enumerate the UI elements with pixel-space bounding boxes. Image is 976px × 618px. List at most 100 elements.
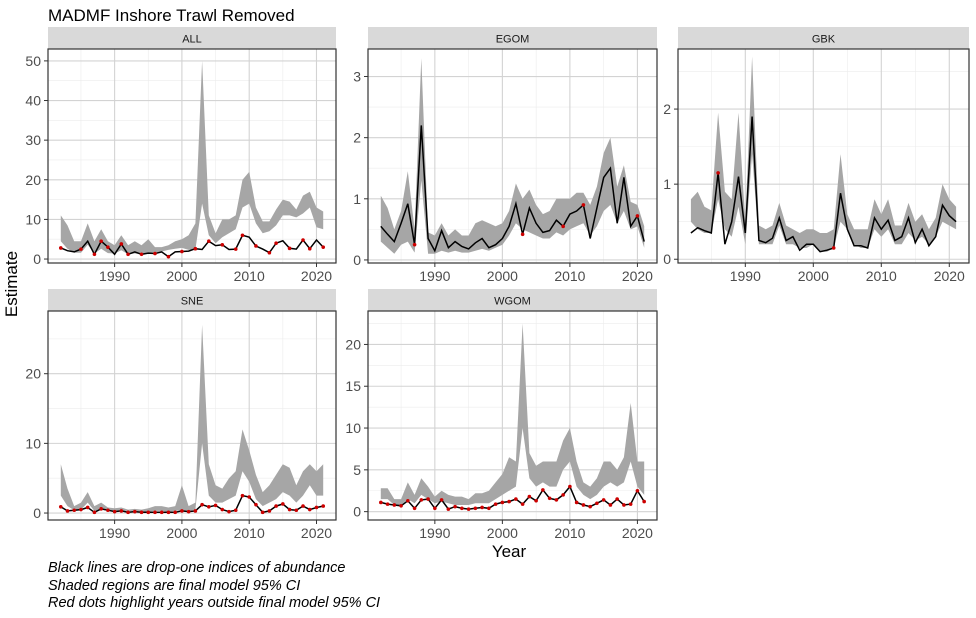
y-tick-label: 20: [25, 366, 41, 382]
outside-ci-point: [247, 495, 251, 499]
x-tick-label: 2010: [234, 268, 265, 284]
outside-ci-point: [126, 510, 130, 515]
outside-ci-point: [321, 245, 326, 249]
outside-ci-point: [831, 246, 836, 250]
outside-ci-point: [227, 509, 231, 514]
outside-ci-point: [72, 508, 77, 513]
y-tick-label: 2: [353, 130, 361, 146]
y-tick-label: 2: [663, 101, 671, 117]
outside-ci-point: [173, 510, 177, 515]
y-tick-label: 1: [663, 176, 671, 192]
y-tick-label: 10: [25, 211, 41, 227]
outside-ci-point: [180, 249, 184, 254]
outside-ci-point: [65, 509, 70, 513]
outside-ci-point: [466, 507, 471, 511]
panel-wgom: WGOM 0 5 10 15 20 1990 2000 2010 2020: [345, 289, 658, 541]
outside-ci-point: [254, 244, 258, 248]
ci-band: [60, 60, 324, 255]
outside-ci-point: [433, 506, 437, 511]
panel-border: [677, 48, 970, 264]
outside-ci-point: [527, 494, 532, 499]
outside-ci-point: [301, 238, 305, 242]
caption-line-3: Red dots highlight years outside final m…: [48, 595, 381, 611]
ci-band: [60, 324, 324, 512]
facet-strip: [678, 27, 969, 49]
outside-ci-point: [507, 499, 511, 504]
outside-ci-point: [385, 502, 390, 506]
outside-ci-point: [493, 502, 498, 506]
outside-ci-point: [514, 497, 518, 501]
y-tick-label: 50: [25, 53, 41, 69]
facet-strip-label: ALL: [182, 34, 202, 46]
outside-ci-point: [166, 510, 171, 515]
outside-ci-point: [608, 503, 613, 507]
panel-egom: EGOM 0 1 2 3 1990 2000 2010 2020: [353, 27, 658, 284]
panel-border: [47, 48, 337, 264]
x-tick-label: 1990: [730, 268, 761, 284]
ci-band: [380, 323, 645, 505]
outside-ci-point: [601, 498, 606, 502]
outside-ci-point: [193, 509, 198, 513]
outside-ci-point: [99, 239, 103, 244]
panel-border: [367, 48, 658, 264]
y-tick-label: 10: [25, 435, 41, 451]
outside-ci-point: [480, 505, 484, 510]
outside-ci-point: [568, 484, 572, 489]
facet-strip: [368, 27, 657, 49]
outside-ci-point: [133, 509, 137, 514]
outside-ci-point: [716, 171, 720, 175]
index-line: [60, 234, 324, 258]
x-tick-label: 2010: [866, 268, 897, 284]
outside-ci-point: [534, 498, 538, 503]
y-tick-label: 10: [345, 420, 361, 436]
outside-ci-point: [426, 497, 430, 501]
x-tick-label: 2000: [487, 525, 518, 541]
outside-ci-point: [58, 246, 63, 250]
outside-ci-point: [321, 504, 326, 508]
outside-ci-point: [301, 504, 305, 508]
outside-ci-point: [547, 496, 552, 501]
outside-ci-point: [406, 498, 410, 503]
figure-caption: Black lines are drop-one indices of abun…: [48, 560, 380, 613]
outside-ci-point: [233, 247, 238, 251]
y-tick-label: 0: [33, 251, 41, 267]
outside-ci-point: [635, 488, 640, 493]
panel-all: ALL 0 10 20 30 40 50 1990 2000 2010 2020: [25, 27, 337, 284]
outside-ci-point: [412, 506, 417, 511]
outside-ci-point: [267, 509, 272, 513]
x-tick-label: 2020: [622, 525, 653, 541]
facet-strip: [48, 289, 336, 311]
x-tick-label: 2010: [554, 525, 585, 541]
outside-ci-point: [541, 488, 545, 492]
outside-ci-point: [146, 510, 151, 515]
outside-ci-point: [58, 504, 63, 509]
outside-ci-point: [554, 498, 559, 502]
y-tick-label: 0: [353, 252, 361, 268]
outside-ci-point: [220, 242, 225, 247]
outside-ci-point: [487, 506, 491, 511]
outside-ci-point: [92, 510, 97, 515]
outside-ci-point: [126, 252, 130, 257]
outside-ci-point: [166, 254, 171, 259]
outside-ci-point: [287, 507, 292, 512]
caption-line-2: Shaded regions are final model 95% CI: [48, 577, 301, 594]
x-tick-label: 1990: [419, 525, 450, 541]
chart-title: MADMF Inshore Trawl Removed: [48, 6, 295, 25]
y-tick-label: 5: [353, 462, 361, 478]
panel-gbk: GBK 0 1 2 1990 2000 2010 2020: [663, 27, 970, 284]
outside-ci-point: [233, 508, 238, 513]
outside-ci-point: [153, 510, 157, 515]
outside-ci-point: [561, 493, 565, 497]
outside-ci-point: [186, 509, 191, 514]
outside-ci-point: [254, 502, 258, 507]
outside-ci-point: [412, 242, 417, 247]
caption-line-1: Black lines are drop-one indices of abun…: [48, 560, 346, 576]
x-tick-label: 2000: [487, 268, 518, 284]
outside-ci-point: [159, 510, 164, 515]
outside-ci-point: [200, 502, 204, 507]
outside-ci-point: [180, 509, 184, 513]
outside-ci-point: [119, 509, 124, 513]
outside-ci-point: [453, 504, 457, 509]
outside-ci-point: [139, 252, 144, 257]
outside-ci-point: [260, 510, 265, 515]
